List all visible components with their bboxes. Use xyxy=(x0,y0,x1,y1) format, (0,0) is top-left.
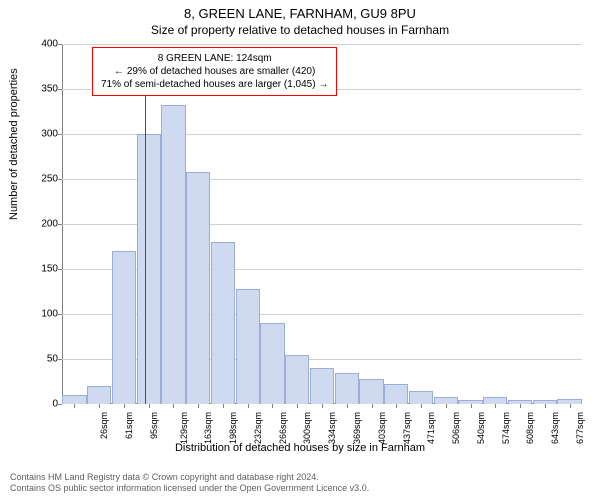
x-tick xyxy=(322,404,323,408)
x-tick-label: 334sqm xyxy=(327,412,337,444)
histogram-bar xyxy=(483,397,507,404)
grid-line xyxy=(62,44,582,45)
x-tick-label: 643sqm xyxy=(550,412,560,444)
x-tick-label: 540sqm xyxy=(476,412,486,444)
y-tick-label: 200 xyxy=(28,219,58,230)
y-tick-label: 250 xyxy=(28,174,58,185)
y-tick-label: 100 xyxy=(28,309,58,320)
chart-container: 8, GREEN LANE, FARNHAM, GU9 8PU Size of … xyxy=(0,0,600,500)
y-tick xyxy=(58,224,62,225)
x-tick-label: 198sqm xyxy=(228,412,238,444)
footer-attribution: Contains HM Land Registry data © Crown c… xyxy=(10,472,369,494)
x-tick-label: 61sqm xyxy=(124,412,134,439)
footer-line-1: Contains HM Land Registry data © Crown c… xyxy=(10,472,369,483)
x-tick xyxy=(198,404,199,408)
x-tick xyxy=(396,404,397,408)
histogram-bar xyxy=(186,172,210,404)
x-tick xyxy=(248,404,249,408)
x-tick xyxy=(149,404,150,408)
page-title: 8, GREEN LANE, FARNHAM, GU9 8PU xyxy=(0,0,600,21)
x-tick-label: 95sqm xyxy=(149,412,159,439)
page-subtitle: Size of property relative to detached ho… xyxy=(0,21,600,37)
y-tick xyxy=(58,404,62,405)
histogram-bar xyxy=(236,289,260,404)
x-tick-label: 266sqm xyxy=(278,412,288,444)
y-tick-label: 400 xyxy=(28,39,58,50)
histogram-bar xyxy=(161,105,185,404)
x-tick-label: 506sqm xyxy=(451,412,461,444)
marker-line xyxy=(145,76,146,404)
histogram-bar xyxy=(260,323,284,404)
x-tick xyxy=(495,404,496,408)
histogram-bar xyxy=(211,242,235,404)
x-tick xyxy=(74,404,75,408)
histogram-bar xyxy=(384,384,408,404)
x-tick xyxy=(297,404,298,408)
chart-area: 05010015020025030035040026sqm61sqm95sqm1… xyxy=(62,44,582,404)
x-tick xyxy=(347,404,348,408)
y-tick xyxy=(58,314,62,315)
y-tick xyxy=(58,359,62,360)
y-axis-label: Number of detached properties xyxy=(8,68,20,220)
x-tick xyxy=(471,404,472,408)
x-tick-label: 129sqm xyxy=(179,412,189,444)
histogram-bar xyxy=(87,386,111,404)
x-tick-label: 369sqm xyxy=(352,412,362,444)
x-tick-label: 574sqm xyxy=(501,412,511,444)
x-tick xyxy=(223,404,224,408)
x-tick-label: 677sqm xyxy=(575,412,585,444)
histogram-bar xyxy=(62,395,86,404)
x-tick xyxy=(545,404,546,408)
x-tick-label: 232sqm xyxy=(253,412,263,444)
callout-box: 8 GREEN LANE: 124sqm← 29% of detached ho… xyxy=(92,47,337,96)
x-tick-label: 163sqm xyxy=(203,412,213,444)
x-tick xyxy=(446,404,447,408)
x-tick xyxy=(272,404,273,408)
y-tick xyxy=(58,44,62,45)
y-tick xyxy=(58,269,62,270)
x-tick-label: 403sqm xyxy=(377,412,387,444)
y-tick xyxy=(58,134,62,135)
footer-line-2: Contains OS public sector information li… xyxy=(10,483,369,494)
x-axis-label: Distribution of detached houses by size … xyxy=(0,442,600,454)
y-tick-label: 0 xyxy=(28,399,58,410)
histogram-bar xyxy=(359,379,383,404)
histogram-bar xyxy=(310,368,334,404)
histogram-bar xyxy=(285,355,309,405)
callout-line: 71% of semi-detached houses are larger (… xyxy=(101,78,328,91)
x-tick xyxy=(173,404,174,408)
x-tick-label: 437sqm xyxy=(402,412,412,444)
x-tick xyxy=(372,404,373,408)
histogram-bar xyxy=(335,373,359,405)
histogram-bar xyxy=(112,251,136,404)
y-tick-label: 300 xyxy=(28,129,58,140)
x-tick xyxy=(99,404,100,408)
histogram-bar xyxy=(434,397,458,404)
x-tick-label: 26sqm xyxy=(99,412,109,439)
x-tick-label: 608sqm xyxy=(525,412,535,444)
x-tick-label: 471sqm xyxy=(426,412,436,444)
y-tick xyxy=(58,89,62,90)
histogram-bar xyxy=(137,134,161,404)
y-tick xyxy=(58,179,62,180)
plot-area: 05010015020025030035040026sqm61sqm95sqm1… xyxy=(62,44,582,404)
histogram-bar xyxy=(409,391,433,405)
x-tick xyxy=(124,404,125,408)
x-tick xyxy=(570,404,571,408)
callout-line: ← 29% of detached houses are smaller (42… xyxy=(101,65,328,78)
y-tick-label: 150 xyxy=(28,264,58,275)
y-tick-label: 50 xyxy=(28,354,58,365)
callout-line: 8 GREEN LANE: 124sqm xyxy=(101,52,328,65)
y-tick-label: 350 xyxy=(28,84,58,95)
x-tick-label: 300sqm xyxy=(303,412,313,444)
x-tick xyxy=(520,404,521,408)
x-tick xyxy=(421,404,422,408)
